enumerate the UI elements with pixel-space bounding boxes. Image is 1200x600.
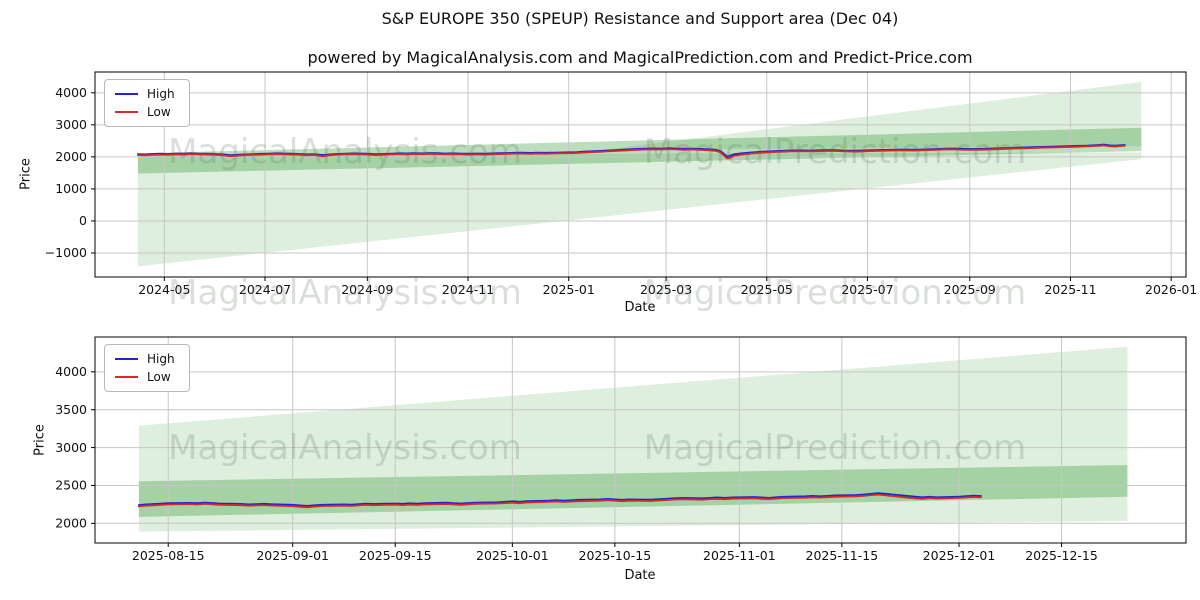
legend-label-low: Low	[147, 105, 171, 119]
legend-bottom: High Low	[104, 344, 190, 392]
svg-text:4000: 4000	[55, 85, 87, 100]
svg-text:2000: 2000	[55, 149, 87, 164]
y-axis-label-bottom: Price	[32, 424, 48, 456]
legend-item-low: Low	[115, 368, 175, 386]
svg-text:2025-11-15: 2025-11-15	[806, 548, 879, 563]
svg-text:2025-08-15: 2025-08-15	[132, 548, 205, 563]
legend-top: High Low	[104, 79, 190, 127]
svg-text:2025-09-15: 2025-09-15	[359, 548, 432, 563]
low-line-sample-icon	[115, 376, 138, 378]
svg-text:2026-01: 2026-01	[1145, 282, 1197, 297]
high-line-sample-icon	[115, 358, 138, 360]
svg-text:2500: 2500	[55, 478, 87, 493]
legend-item-high: High	[115, 85, 175, 103]
svg-text:2000: 2000	[55, 516, 87, 531]
svg-text:2024-11: 2024-11	[442, 282, 494, 297]
x-axis-label-bottom: Date	[624, 568, 656, 583]
svg-text:3000: 3000	[55, 117, 87, 132]
svg-text:2025-12-15: 2025-12-15	[1025, 548, 1098, 563]
svg-text:−1000: −1000	[45, 245, 87, 260]
svg-text:2025-12-01: 2025-12-01	[923, 548, 996, 563]
legend-label-high: High	[147, 87, 175, 101]
svg-text:3000: 3000	[55, 440, 87, 455]
svg-text:4000: 4000	[55, 364, 87, 379]
svg-text:1000: 1000	[55, 181, 87, 196]
figure-title: S&P EUROPE 350 (SPEUP) Resistance and Su…	[381, 9, 899, 28]
svg-text:2025-09: 2025-09	[944, 282, 996, 297]
legend-label-high: High	[147, 352, 175, 366]
svg-text:2025-10-01: 2025-10-01	[476, 548, 549, 563]
svg-text:2024-05: 2024-05	[138, 282, 190, 297]
svg-text:2025-05: 2025-05	[741, 282, 793, 297]
svg-text:2024-07: 2024-07	[239, 282, 291, 297]
svg-text:2025-01: 2025-01	[543, 282, 595, 297]
svg-text:2025-10-15: 2025-10-15	[579, 548, 652, 563]
legend-label-low: Low	[147, 370, 171, 384]
svg-text:2025-03: 2025-03	[640, 282, 692, 297]
svg-text:2024-09: 2024-09	[341, 282, 393, 297]
high-line-sample-icon	[115, 93, 138, 95]
low-line-sample-icon	[115, 111, 138, 113]
svg-text:0: 0	[79, 213, 87, 228]
svg-text:2025-11-01: 2025-11-01	[703, 548, 776, 563]
svg-text:2025-07: 2025-07	[841, 282, 893, 297]
legend-item-high: High	[115, 350, 175, 368]
svg-text:2025-09-01: 2025-09-01	[256, 548, 329, 563]
x-axis-label-top: Date	[624, 300, 656, 315]
svg-text:3500: 3500	[55, 402, 87, 417]
legend-item-low: Low	[115, 103, 175, 121]
svg-text:2025-11: 2025-11	[1044, 282, 1096, 297]
figure-subtitle: powered by MagicalAnalysis.com and Magic…	[307, 48, 973, 67]
y-axis-label-top: Price	[18, 158, 34, 190]
